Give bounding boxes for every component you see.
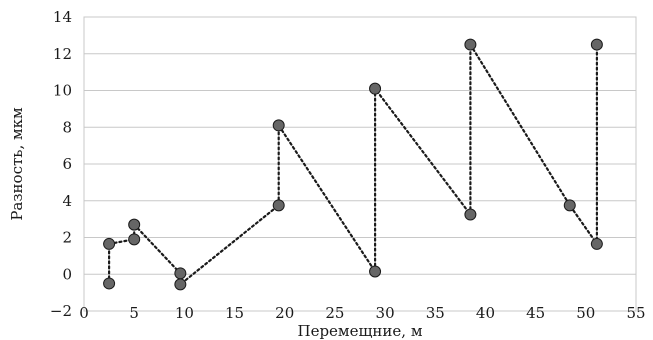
- y-tick-label: −2: [50, 302, 72, 320]
- data-point-3: [128, 218, 141, 231]
- x-tick-label: 30: [376, 304, 395, 322]
- gridlines: [84, 16, 636, 312]
- x-tick-label: 40: [476, 304, 495, 322]
- y-axis-ticks: −2 0 2 4 6 8 10 12 14: [50, 8, 72, 320]
- x-tick-label: 35: [426, 304, 445, 322]
- x-tick-label: 25: [325, 304, 344, 322]
- x-tick-label: 50: [576, 304, 595, 322]
- x-axis-title: Перемещние, м: [297, 322, 422, 340]
- data-point-5: [174, 278, 187, 291]
- data-point-9: [369, 82, 382, 95]
- plot-frame: [83, 16, 637, 312]
- data-point-11: [464, 38, 477, 51]
- y-tick-label: 2: [62, 229, 72, 247]
- data-point-4: [174, 267, 187, 280]
- x-tick-label: 55: [626, 304, 645, 322]
- data-point-6: [272, 199, 285, 212]
- data-point-14: [590, 38, 603, 51]
- data-point-10: [464, 208, 477, 221]
- y-tick-label: 4: [62, 192, 72, 210]
- data-point-12: [563, 199, 576, 212]
- y-tick-label: 8: [62, 118, 72, 136]
- y-tick-label: 10: [53, 82, 72, 100]
- data-points: [103, 38, 603, 291]
- y-tick-label: 0: [62, 265, 72, 283]
- data-point-0: [103, 277, 116, 290]
- data-point-13: [590, 237, 603, 250]
- x-tick-label: 20: [275, 304, 294, 322]
- y-tick-label: 12: [53, 45, 72, 63]
- x-tick-label: 10: [175, 304, 194, 322]
- x-tick-label: 0: [79, 304, 89, 322]
- x-tick-label: 45: [526, 304, 545, 322]
- data-point-1: [103, 237, 116, 250]
- x-tick-label: 15: [225, 304, 244, 322]
- x-tick-label: 5: [129, 304, 139, 322]
- x-axis-ticks: 0 5 10 15 20 25 30 35 40 45 50 55: [79, 304, 645, 322]
- data-point-2: [128, 233, 141, 246]
- data-point-8: [369, 265, 382, 278]
- y-tick-label: 6: [62, 155, 72, 173]
- data-point-7: [272, 119, 285, 132]
- y-axis-title: Разность, мкм: [8, 107, 26, 221]
- y-tick-label: 14: [53, 8, 72, 26]
